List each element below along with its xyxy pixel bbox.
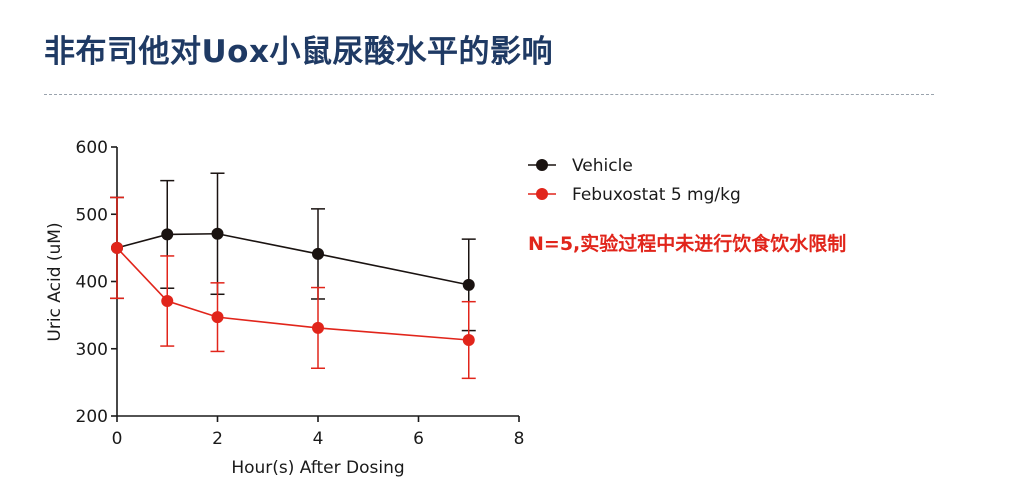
data-point: [462, 278, 475, 291]
data-point: [312, 321, 324, 334]
legend-label: Febuxostat 5 mg/kg: [572, 185, 741, 205]
chart-axes: 200 300 400 500 600 0 2 4 6 8: [76, 138, 525, 449]
x-tick-label: 0: [112, 429, 123, 449]
x-tick-label: 6: [413, 429, 424, 449]
y-tick-label: 500: [76, 205, 108, 225]
series-febuxostat: [110, 196, 476, 380]
legend-label: Vehicle: [572, 156, 633, 176]
y-tick-label: 600: [76, 138, 108, 158]
legend-entry-febuxostat: Febuxostat 5 mg/kg: [528, 185, 741, 205]
chart-legend: Vehicle Febuxostat 5 mg/kg: [528, 156, 741, 205]
legend-marker: [536, 159, 548, 171]
x-tick-label: 8: [514, 429, 525, 449]
series-line: [116, 232, 469, 286]
data-point: [161, 295, 174, 308]
y-axis-label: Uric Acid (uM): [45, 222, 65, 341]
data-point: [161, 228, 174, 241]
x-tick-label: 2: [212, 429, 223, 449]
page-title: 非布司他对Uox小鼠尿酸水平的影响: [44, 34, 553, 70]
title-divider: [44, 94, 934, 95]
series-line: [116, 247, 469, 341]
y-tick-label: 200: [76, 407, 108, 427]
series-vehicle: [110, 172, 476, 332]
data-point: [462, 334, 475, 347]
data-point: [111, 241, 123, 254]
legend-marker: [536, 188, 548, 200]
experiment-note: N=5,实验过程中未进行饮食饮水限制: [528, 233, 847, 255]
legend-entry-vehicle: Vehicle: [528, 156, 633, 176]
y-tick-label: 400: [76, 273, 108, 293]
data-point: [211, 311, 224, 324]
y-tick-label: 300: [76, 340, 108, 360]
x-axis-label: Hour(s) After Dosing: [231, 458, 404, 478]
data-point: [312, 247, 324, 260]
chart-plot-area: [110, 172, 476, 380]
x-tick-label: 4: [313, 429, 324, 449]
data-point: [211, 227, 224, 240]
